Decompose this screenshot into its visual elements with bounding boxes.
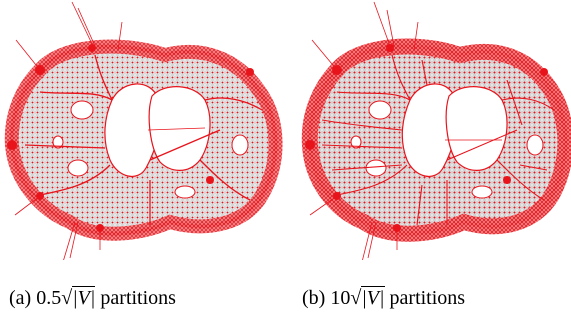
stray-edges	[309, 1, 502, 260]
mesh-hole-small	[52, 135, 64, 149]
caption-a-radical-sign: √	[61, 287, 73, 309]
mesh-hole-small	[471, 185, 493, 199]
caption-b-label: (b)	[302, 287, 326, 309]
mesh-panel-a	[0, 0, 285, 260]
caption-a-label: (a)	[9, 287, 32, 309]
caption-b-radical-sign: √	[350, 287, 362, 309]
junction-clusters	[305, 44, 548, 232]
mesh-hole-small	[526, 134, 544, 156]
caption-a-suffix: partitions	[100, 287, 176, 309]
mesh-border-ring	[4, 39, 283, 241]
mesh-hole-left-large	[104, 83, 162, 177]
mesh-hole-small	[231, 134, 249, 156]
mesh-hole-small	[174, 185, 196, 199]
caption-b-suffix: partitions	[389, 287, 466, 309]
caption-a: (a) 0.5√|V| partitions	[9, 286, 176, 310]
mesh-hole-right-large	[445, 86, 508, 171]
partition-boundaries	[24, 54, 263, 225]
junction-clusters	[7, 44, 254, 232]
mesh-border-ring	[301, 38, 571, 242]
caption-a-radicand: |V|	[72, 286, 96, 309]
mesh-graph-b	[301, 1, 571, 260]
caption-b: (b) 10√|V| partitions	[302, 286, 465, 310]
mesh-hole-left-large	[401, 83, 459, 177]
mesh-hole-small	[368, 100, 392, 120]
stray-edges	[14, 1, 206, 260]
mesh-panel-b	[292, 0, 571, 260]
caption-b-coefficient: 10	[330, 287, 351, 309]
mesh-hole-small	[67, 159, 89, 177]
mesh-hole-small	[365, 159, 387, 177]
mesh-graph-a	[4, 1, 283, 260]
caption-a-coefficient: 0.5	[36, 287, 62, 309]
mesh-hole-small	[350, 135, 362, 149]
partition-boundaries	[321, 54, 555, 226]
caption-b-radicand: |V|	[361, 286, 385, 309]
mesh-hole-small	[70, 100, 94, 120]
